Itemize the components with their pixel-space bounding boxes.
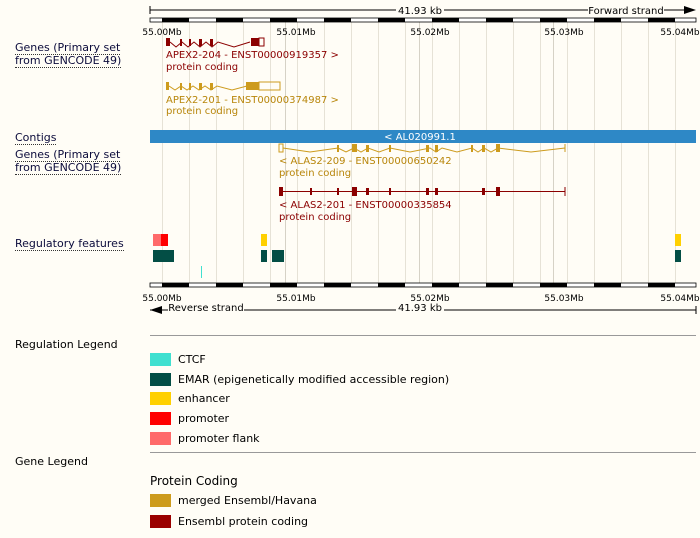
track-label-text: Contigs	[15, 131, 57, 145]
bottom-size-label: 41.93 kb	[398, 303, 442, 314]
emar-feature	[153, 250, 174, 262]
emar-feature	[675, 250, 681, 262]
promoter-flank-swatch	[150, 431, 171, 445]
legend-item-promoter: promoter	[150, 411, 229, 425]
legend-divider	[150, 452, 696, 453]
gene-legend-title: Gene Legend	[15, 455, 88, 468]
transcript-apex2-204[interactable]	[166, 37, 265, 48]
merged-swatch	[150, 493, 171, 507]
legend-divider	[150, 335, 696, 336]
contig-bar[interactable]	[150, 130, 696, 143]
promoter-feature	[161, 234, 168, 246]
tick-label: 55.01Mb	[276, 294, 316, 304]
legend-label: Ensembl protein coding	[178, 514, 309, 528]
apex2-204-name[interactable]: APEX2-204 - ENST00000919357 >	[166, 50, 339, 61]
transcript-apex2-201[interactable]	[166, 81, 281, 91]
top-size-label: 41.93 kb	[398, 6, 442, 17]
tick-label: 55.04Mb	[660, 28, 700, 38]
grid-lines	[162, 22, 676, 285]
tick-label: 55.03Mb	[544, 294, 584, 304]
protein-coding-heading: Protein Coding	[150, 474, 238, 488]
legend-label: merged Ensembl/Havana	[178, 493, 317, 507]
bottom-strand-arrow	[150, 306, 697, 314]
ctcf-swatch	[150, 352, 171, 366]
top-strand-arrow	[149, 6, 696, 14]
top-strand-label: Forward strand	[588, 6, 663, 17]
legend-item-promoter-flank: promoter flank	[150, 431, 260, 445]
emar-feature	[261, 250, 267, 262]
tick-label: 55.02Mb	[410, 28, 450, 38]
alas2-201-name[interactable]: < ALAS2-201 - ENST00000335854	[279, 200, 452, 211]
alas2-201-biotype: protein coding	[279, 212, 351, 223]
track-label-contigs[interactable]: Contigs	[15, 131, 145, 145]
alas2-209-biotype: protein coding	[279, 168, 351, 179]
ctcf-feature	[201, 266, 202, 278]
legend-item-ctcf: CTCF	[150, 352, 206, 366]
track-label-text: Genes (Primary set from GENCODE 49)	[15, 41, 122, 68]
enhancer-feature	[261, 234, 267, 246]
grid-major-lines	[285, 22, 554, 285]
legend-label: CTCF	[178, 352, 206, 366]
tick-label: 55.00Mb	[142, 294, 182, 304]
tick-label: 55.03Mb	[544, 28, 584, 38]
legend-item-merged: merged Ensembl/Havana	[150, 493, 317, 507]
regulation-legend-title: Regulation Legend	[15, 338, 118, 351]
bottom-ruler	[149, 282, 697, 288]
regulatory-features[interactable]	[153, 234, 681, 278]
emar-feature	[272, 250, 284, 262]
promoter-swatch	[150, 411, 171, 425]
legend-label: EMAR (epigenetically modified accessible…	[178, 372, 450, 386]
transcript-alas2-201[interactable]	[279, 187, 566, 196]
apex2-204-biotype: protein coding	[166, 62, 238, 73]
legend-label: promoter	[178, 411, 230, 425]
apex2-201-biotype: protein coding	[166, 106, 238, 117]
alas2-209-name[interactable]: < ALAS2-209 - ENST00000650242	[279, 156, 452, 167]
track-label-genes-forward[interactable]: Genes (Primary set from GENCODE 49)	[15, 41, 145, 68]
legend-item-emar: EMAR (epigenetically modified accessible…	[150, 372, 449, 386]
legend-item-enhancer: enhancer	[150, 391, 230, 405]
top-ruler	[149, 17, 697, 23]
bottom-tick-labels: 55.00Mb 55.01Mb 55.02Mb 55.03Mb 55.04Mb	[142, 294, 700, 304]
track-label-regulatory[interactable]: Regulatory features	[15, 237, 145, 251]
tick-label: 55.00Mb	[142, 28, 182, 38]
transcript-alas2-209[interactable]	[278, 143, 566, 153]
tick-label: 55.02Mb	[410, 294, 450, 304]
tick-label: 55.01Mb	[276, 28, 316, 38]
legend-label: enhancer	[178, 391, 230, 405]
enhancer-feature	[675, 234, 681, 246]
top-tick-labels: 55.00Mb 55.01Mb 55.02Mb 55.03Mb 55.04Mb	[142, 28, 700, 38]
apex2-201-name[interactable]: APEX2-201 - ENST00000374987 >	[166, 95, 339, 106]
bottom-strand-label: Reverse strand	[168, 303, 243, 314]
contig-label[interactable]: < AL020991.1	[384, 132, 456, 143]
ensembl-swatch	[150, 514, 171, 528]
emar-swatch	[150, 372, 171, 386]
legend-label: promoter flank	[178, 431, 260, 445]
enhancer-swatch	[150, 391, 171, 405]
promoter-flank-feature	[153, 234, 161, 246]
track-label-text: Genes (Primary set from GENCODE 49)	[15, 148, 122, 175]
track-label-genes-reverse[interactable]: Genes (Primary set from GENCODE 49)	[15, 148, 145, 175]
legend-item-ensembl: Ensembl protein coding	[150, 514, 308, 528]
genome-track-panel[interactable]: 41.93 kb Forward strand 55.00Mb 55.01Mb …	[0, 0, 700, 320]
tick-label: 55.04Mb	[660, 294, 700, 304]
track-label-text: Regulatory features	[15, 237, 124, 251]
